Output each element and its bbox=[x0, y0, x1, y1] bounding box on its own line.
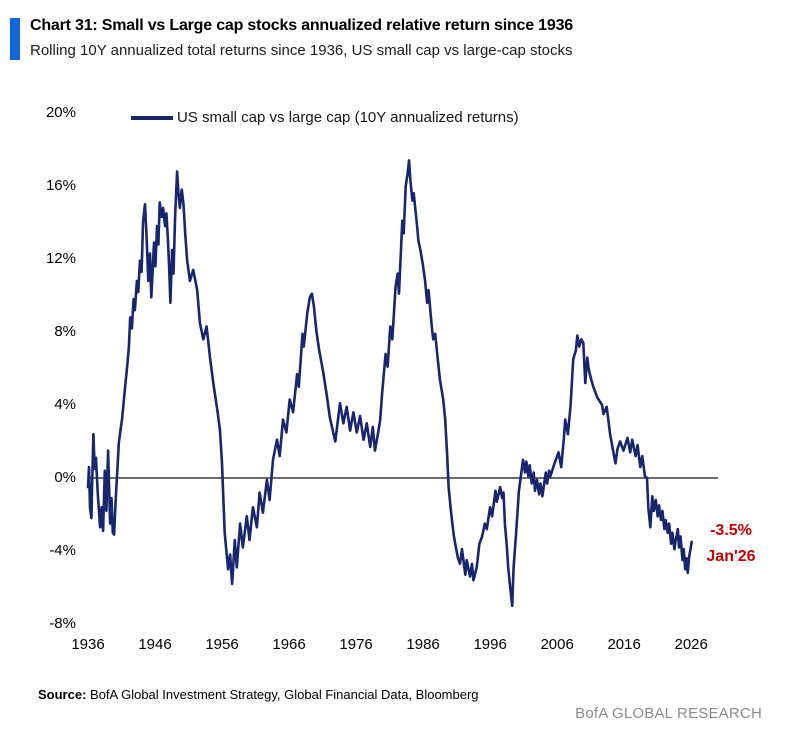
legend-line-swatch bbox=[131, 115, 173, 120]
x-axis-tick-label: 2006 bbox=[540, 636, 574, 653]
x-axis-tick-label: 1996 bbox=[473, 636, 507, 653]
x-axis-tick-label: 1936 bbox=[71, 636, 105, 653]
y-axis-tick-label: 20% bbox=[45, 104, 76, 121]
x-axis-tick-label: 1976 bbox=[339, 636, 373, 653]
x-axis-tick-label: 1956 bbox=[205, 636, 239, 653]
end-annotation: -3.5% Jan'26 bbox=[698, 518, 764, 570]
x-axis-tick-label: 1946 bbox=[138, 636, 172, 653]
source-line: Source: BofA Global Investment Strategy,… bbox=[38, 687, 678, 702]
chart-subtitle: Rolling 10Y annualized total returns sin… bbox=[30, 42, 573, 59]
x-axis-tick-label: 1966 bbox=[272, 636, 306, 653]
chart-title: Chart 31: Small vs Large cap stocks annu… bbox=[30, 17, 573, 34]
legend: US small cap vs large cap (10Y annualize… bbox=[131, 109, 519, 126]
series-line bbox=[86, 159, 694, 608]
legend-label: US small cap vs large cap (10Y annualize… bbox=[177, 109, 519, 126]
y-axis-tick-label: 16% bbox=[45, 177, 76, 194]
x-axis-tick-label: 2026 bbox=[674, 636, 708, 653]
annotation-date: Jan'26 bbox=[706, 548, 756, 565]
source-text: BofA Global Investment Strategy, Global … bbox=[86, 687, 479, 702]
y-axis-tick-label: 12% bbox=[45, 250, 76, 267]
y-axis-tick-label: 8% bbox=[54, 323, 76, 340]
y-axis-tick-label: -4% bbox=[49, 542, 76, 559]
y-axis-tick-label: 4% bbox=[54, 396, 76, 413]
brand-text: BofA GLOBAL RESEARCH bbox=[575, 705, 762, 722]
y-axis-tick-label: -8% bbox=[49, 615, 76, 632]
source-label: Source: bbox=[38, 687, 87, 702]
header-accent-bar bbox=[10, 18, 20, 60]
annotation-value: -3.5% bbox=[710, 522, 752, 539]
x-axis-tick-label: 2016 bbox=[607, 636, 641, 653]
y-axis-tick-label: 0% bbox=[54, 469, 76, 486]
x-axis-tick-label: 1986 bbox=[406, 636, 440, 653]
